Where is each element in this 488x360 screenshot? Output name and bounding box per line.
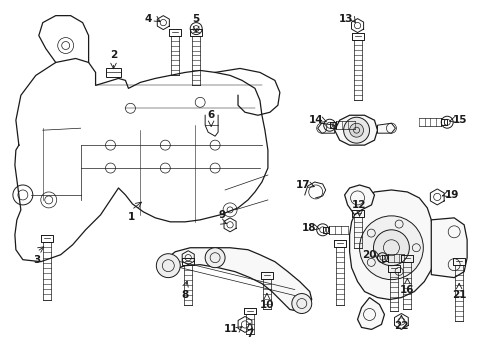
Text: 3: 3	[33, 255, 41, 265]
Text: 15: 15	[452, 115, 467, 125]
Text: 17: 17	[295, 180, 309, 190]
Text: 9: 9	[218, 210, 225, 220]
Text: 2: 2	[110, 50, 117, 60]
Text: 7: 7	[246, 329, 253, 339]
Circle shape	[291, 293, 311, 314]
Text: 14: 14	[308, 115, 323, 125]
Text: 18: 18	[301, 223, 315, 233]
Polygon shape	[377, 123, 395, 133]
Polygon shape	[160, 248, 311, 311]
Text: 19: 19	[444, 190, 458, 200]
Circle shape	[343, 117, 369, 143]
Polygon shape	[349, 190, 433, 300]
Text: 13: 13	[338, 14, 352, 24]
Polygon shape	[334, 115, 377, 145]
Text: 4: 4	[144, 14, 152, 24]
Text: 10: 10	[259, 300, 274, 310]
Text: 6: 6	[207, 110, 214, 120]
Bar	[105, 68, 121, 77]
Text: 11: 11	[224, 324, 238, 334]
Text: 16: 16	[399, 284, 414, 294]
Text: 5: 5	[192, 14, 200, 24]
Circle shape	[349, 123, 363, 137]
Text: 20: 20	[362, 250, 376, 260]
Polygon shape	[357, 298, 384, 329]
Circle shape	[156, 254, 180, 278]
Polygon shape	[430, 218, 466, 278]
Circle shape	[359, 216, 423, 280]
Text: 21: 21	[451, 289, 466, 300]
Polygon shape	[344, 185, 374, 215]
Text: 8: 8	[181, 289, 188, 300]
Text: 12: 12	[351, 200, 366, 210]
Polygon shape	[317, 123, 334, 133]
Text: 1: 1	[127, 212, 135, 222]
Text: 22: 22	[393, 321, 408, 332]
Circle shape	[205, 248, 224, 268]
Circle shape	[373, 230, 408, 266]
